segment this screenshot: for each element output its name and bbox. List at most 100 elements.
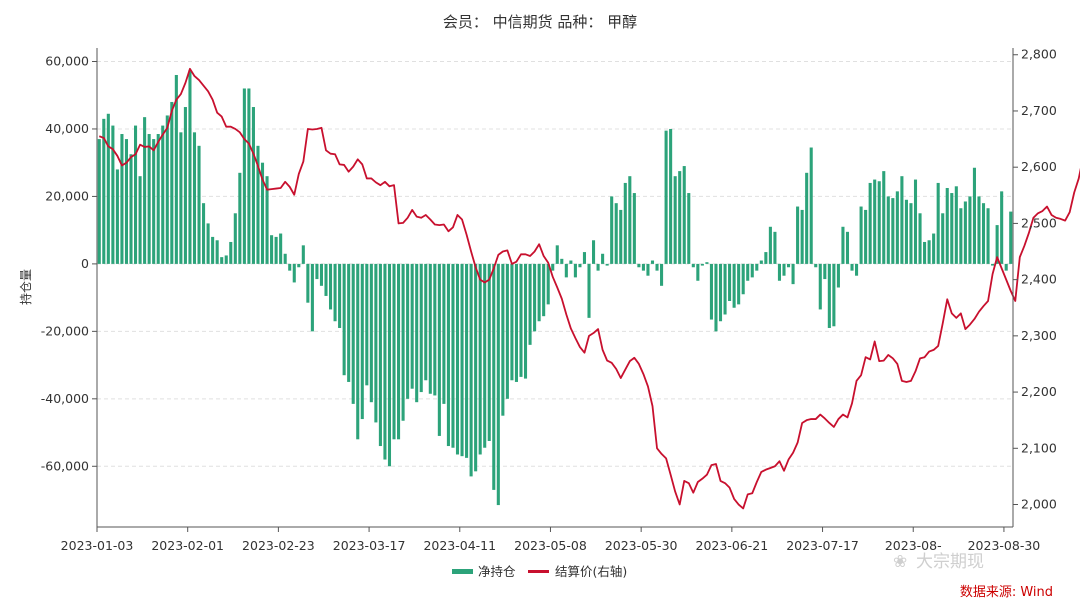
bar: [864, 209, 868, 264]
bar: [963, 201, 967, 264]
bar: [242, 88, 246, 264]
bar: [301, 245, 305, 264]
bar: [981, 203, 986, 264]
bar: [728, 263, 732, 301]
bar: [827, 263, 831, 328]
bar: [972, 167, 976, 264]
bar: [605, 263, 609, 266]
bar: [900, 176, 904, 264]
bar: [855, 263, 859, 276]
bar: [387, 263, 392, 467]
bar: [582, 252, 587, 264]
bar: [700, 263, 704, 266]
bar: [809, 147, 813, 264]
bar: [328, 263, 333, 310]
bar: [247, 88, 251, 264]
bar: [687, 193, 691, 264]
x-tick-label: 2023-08-30: [968, 538, 1041, 553]
line-series-settlement: [98, 67, 1080, 510]
bar: [732, 263, 736, 308]
bar: [592, 240, 596, 264]
bar: [333, 263, 337, 322]
bar: [197, 145, 201, 264]
bar: [945, 187, 949, 264]
bar: [97, 139, 101, 264]
bar: [950, 193, 954, 264]
bar: [238, 172, 242, 264]
bar: [528, 263, 532, 345]
bar: [596, 263, 600, 271]
watermark: ❀ 大宗期现: [893, 552, 984, 572]
bar: [124, 139, 129, 264]
x-tick-label: 2023-01-03: [61, 538, 134, 553]
bar: [111, 125, 115, 264]
bar: [868, 182, 872, 264]
bar: [619, 209, 623, 264]
bar: [546, 263, 550, 305]
bar: [319, 263, 323, 286]
bar: [927, 240, 931, 264]
bar: [478, 263, 482, 455]
bar: [918, 213, 922, 264]
y-left-tick-label: 0: [81, 256, 89, 271]
watermark-logo-icon: ❀: [893, 552, 907, 572]
bar: [746, 263, 750, 281]
bar: [836, 263, 840, 288]
legend: 净持仓 结算价(右轴): [452, 564, 627, 579]
bar: [442, 263, 446, 404]
bar: [718, 263, 723, 322]
bar: [1000, 191, 1004, 264]
chart-title: 会员： 中信期货 品种： 甲醇: [443, 13, 637, 31]
bar: [891, 198, 895, 264]
bar: [437, 263, 441, 436]
bar: [152, 139, 156, 264]
bar: [818, 263, 822, 310]
data-source-note: 数据来源: Wind: [960, 585, 1053, 600]
bar: [229, 241, 233, 264]
y-left-tick-label: -40,000: [41, 391, 89, 406]
legend-swatch-bar: [452, 569, 473, 574]
bar: [451, 263, 455, 448]
bar: [424, 263, 428, 381]
bar: [959, 208, 963, 264]
bar: [415, 263, 419, 403]
bar: [850, 263, 854, 271]
bar: [882, 171, 886, 264]
bar: [691, 263, 695, 268]
bar: [682, 166, 686, 264]
bar: [406, 263, 410, 399]
bar: [433, 263, 437, 396]
bar: [397, 263, 401, 440]
axes: 60,000 40,000 20,000 0 -20,000 -40,000 -60,000…: [41, 47, 1057, 553]
bar: [814, 263, 818, 268]
bar: [338, 263, 342, 328]
bar: [202, 203, 206, 264]
bar: [161, 125, 165, 264]
bar: [419, 263, 423, 393]
x-tick-label: 2023-02-01: [151, 538, 224, 553]
bar: [877, 181, 881, 264]
legend-swatch-line: [528, 570, 549, 573]
bar: [573, 263, 577, 278]
bar: [183, 107, 187, 264]
bar: [977, 196, 981, 264]
bar: [138, 176, 142, 264]
bar: [215, 240, 219, 264]
bar: [655, 263, 659, 271]
bar: [455, 263, 460, 455]
bar: [782, 263, 786, 276]
bar: [646, 263, 650, 276]
bar: [845, 231, 850, 264]
bar: [192, 132, 197, 264]
y-right-tick-label: 2,600: [1021, 159, 1057, 174]
bar: [641, 263, 645, 271]
bar: [374, 263, 378, 423]
x-tick-label: 2023-06-21: [696, 538, 769, 553]
y-left-tick-label: 60,000: [45, 53, 89, 68]
y-right-tick-label: 2,400: [1021, 272, 1057, 287]
bar: [750, 263, 754, 278]
bar: [392, 263, 396, 440]
bar: [310, 263, 314, 332]
bar: [369, 263, 373, 403]
